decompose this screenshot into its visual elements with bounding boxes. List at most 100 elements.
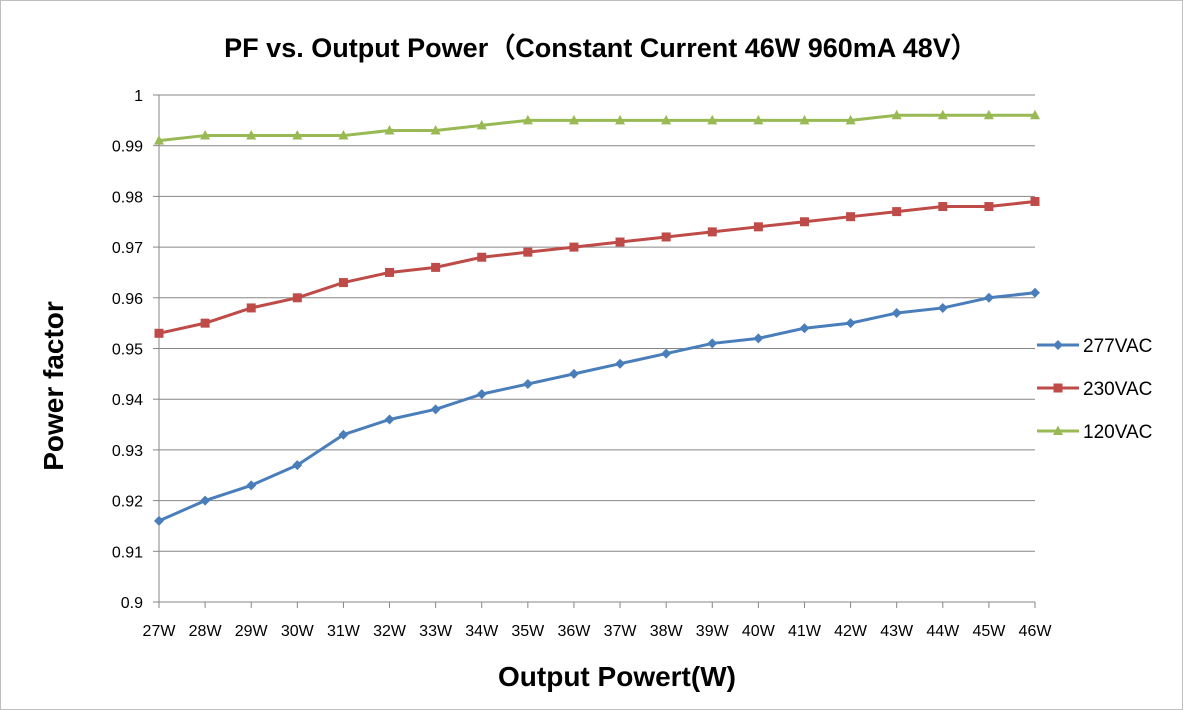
series-line [158,113,1035,143]
data-point-marker [661,348,672,359]
data-point-marker [246,480,257,491]
axes [158,95,1036,608]
data-point-marker [1030,109,1040,120]
x-tick-label: 42W [834,623,868,640]
x-tick-label: 27W [143,623,177,640]
data-point-marker [799,114,810,125]
data-point-marker [615,237,625,247]
data-point-marker [477,252,487,262]
data-point-marker [845,318,856,329]
x-tick-label: 41W [788,623,822,640]
y-tick-label: 0.94 [112,392,143,409]
data-point-marker [385,267,395,277]
data-point-marker [430,124,441,135]
data-point-marker [568,368,579,379]
data-point-marker [522,114,533,125]
x-tick-label: 37W [604,623,638,640]
x-tick-labels: 27W 28W 29W 30W 31W 32W 33W 34W 35W 36W 37W 38W 39W 4… [143,623,1053,640]
x-tick-label: 30W [281,623,315,640]
data-point-marker [154,135,164,145]
data-point-marker [984,202,994,212]
x-tick-label: 36W [557,623,591,640]
x-tick-label: 33W [419,623,453,640]
data-point-marker [431,262,441,272]
x-tick-label: 43W [880,623,914,640]
data-point-marker [937,109,948,120]
y-tick-label: 0.99 [112,139,143,156]
data-point-marker [891,109,902,120]
data-point-marker [338,278,348,288]
data-point-marker [384,414,395,425]
x-tick-label: 29W [235,623,269,640]
data-point-marker [753,333,764,344]
series-230VAC [154,196,1040,338]
data-point-marker [799,217,809,227]
legend-item: 277VAC [1037,336,1152,357]
data-point-marker [891,308,902,319]
gridlines [153,94,1035,603]
data-point-marker [661,232,671,242]
data-point-marker [246,303,256,313]
y-axis-title: Power factor [38,301,69,471]
x-tick-label: 32W [373,623,407,640]
data-point-marker [292,293,302,303]
legend-item: 230VAC [1037,379,1152,400]
data-point-marker [892,207,902,217]
x-tick-label: 35W [511,623,545,640]
x-tick-label: 46W [1019,623,1053,640]
data-point-marker [430,404,441,415]
y-tick-label: 0.93 [112,443,143,460]
x-tick-label: 45W [972,623,1006,640]
y-tick-label: 1 [134,88,143,105]
x-tick-label: 34W [465,623,499,640]
data-point-marker [200,130,211,140]
legend-label: 120VAC [1083,422,1152,443]
data-point-marker [983,109,994,120]
data-point-marker [476,389,487,400]
legend-label: 277VAC [1083,336,1152,357]
data-point-marker [338,429,349,440]
data-point-marker [1053,340,1063,350]
y-tick-label: 0.96 [112,291,143,308]
x-tick-label: 31W [327,623,361,640]
data-point-marker [707,114,718,125]
data-point-marker [569,242,579,252]
series [154,109,1040,526]
data-point-marker [246,130,257,140]
y-tick-label: 0.91 [112,544,143,561]
series-line [158,199,1036,335]
x-tick-label: 38W [650,623,684,640]
data-point-marker [938,202,948,212]
data-point-marker [707,338,718,349]
y-tick-label: 0.92 [112,494,143,511]
series-277VAC [154,287,1040,526]
data-point-marker [568,114,579,125]
x-tick-label: 28W [189,623,223,640]
data-point-marker [384,124,395,135]
data-point-marker [799,323,810,334]
data-point-marker [845,114,856,125]
data-point-marker [1030,196,1040,206]
data-point-marker [523,247,533,257]
legend-item: 120VAC [1037,422,1152,443]
data-point-marker [983,292,994,303]
y-tick-label: 0.97 [112,240,143,257]
data-point-marker [661,114,672,125]
x-axis-title: Output Powert(W) [498,661,736,692]
data-point-marker [753,114,764,125]
legend: 277VAC 230VAC 120VAC [1037,336,1152,443]
data-point-marker [292,460,303,471]
data-point-marker [522,378,533,389]
data-point-marker [846,212,856,222]
x-tick-label: 44W [926,623,960,640]
y-tick-label: 0.98 [112,189,143,206]
chart-title: PF vs. Output Power（Constant Current 46W… [224,33,978,63]
data-point-marker [1053,383,1063,393]
data-point-marker [338,130,349,140]
series-line [158,291,1036,523]
y-tick-label: 0.95 [112,342,143,359]
y-tick-labels: 0.9 0.91 0.92 0.93 0.94 0.95 0.96 0.97 0.98 0.99 1 [112,88,143,612]
data-point-marker [937,302,948,313]
